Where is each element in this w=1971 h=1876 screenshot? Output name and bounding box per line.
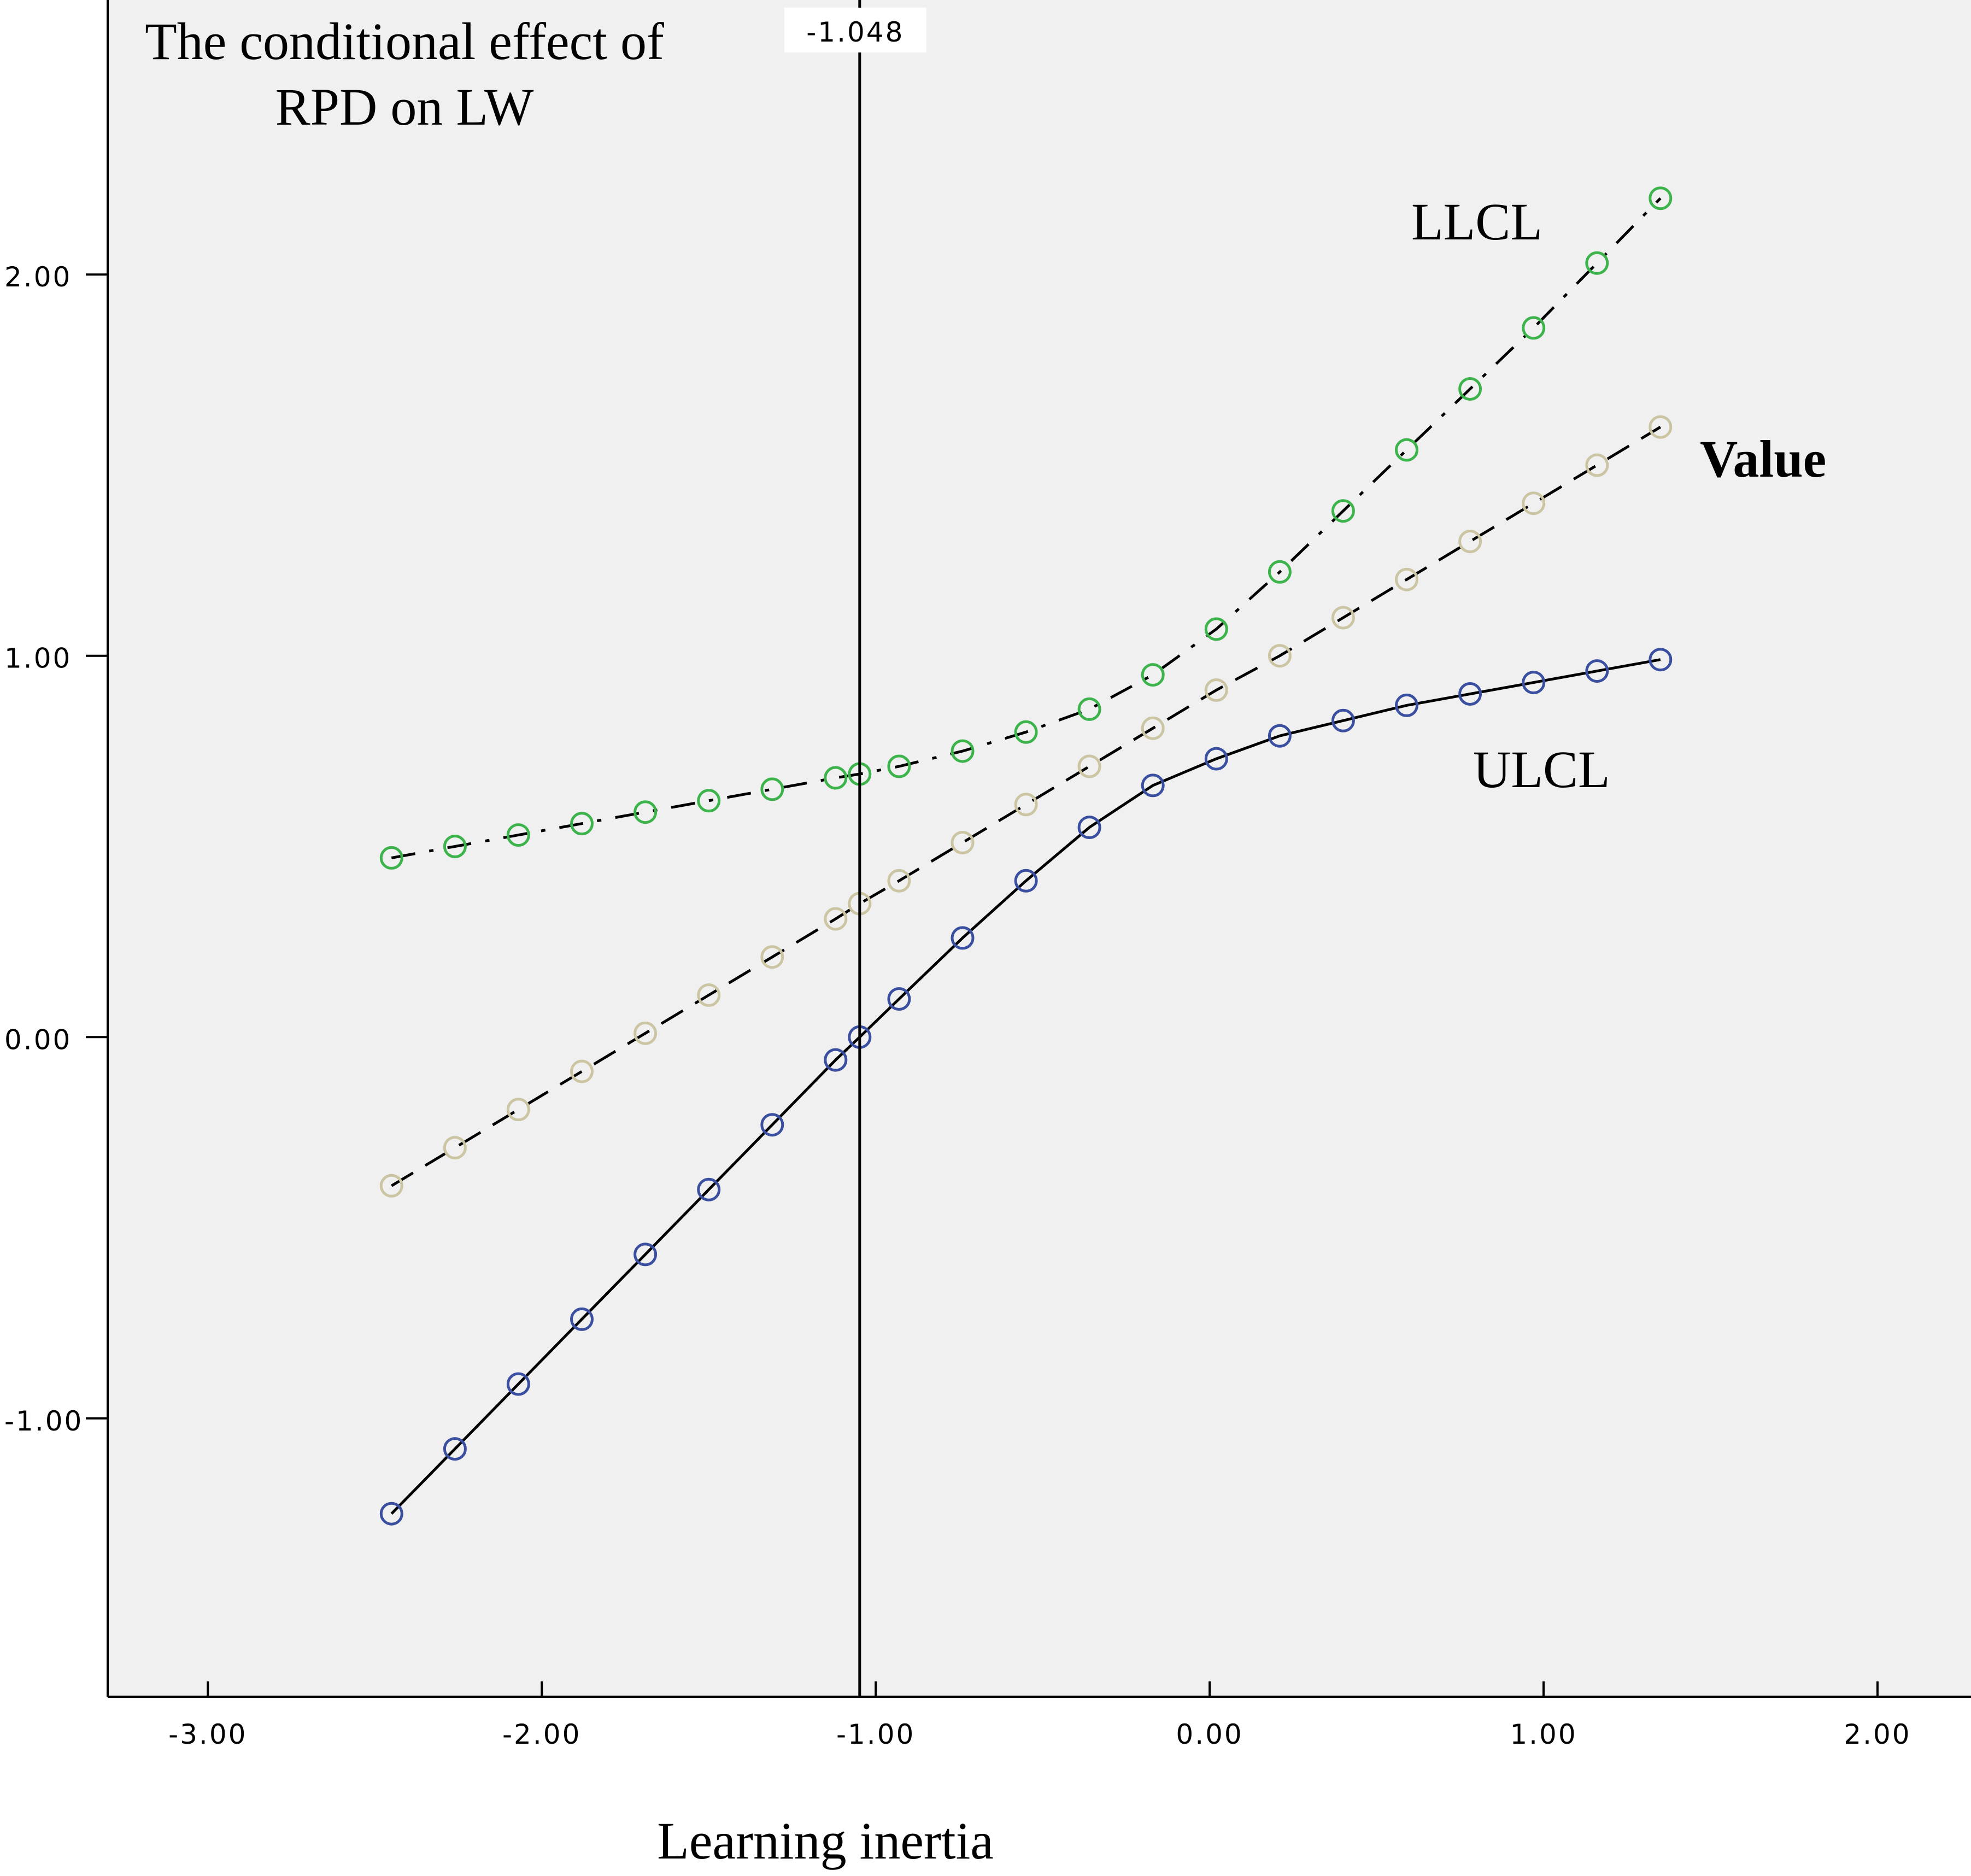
- data-point-llcl: [443, 835, 467, 858]
- data-point-llcl: [633, 800, 658, 824]
- data-point-ulcl: [760, 1113, 784, 1137]
- data-point-ulcl: [697, 1177, 721, 1201]
- data-point-ulcl: [1458, 682, 1482, 706]
- data-point-ulcl: [824, 1048, 848, 1072]
- series-line-value: [391, 426, 1662, 1187]
- data-point-value: [1522, 491, 1546, 515]
- reference-line-label-box: [784, 8, 926, 52]
- data-point-value: [1458, 530, 1482, 553]
- data-point-ulcl: [951, 926, 975, 950]
- data-point-llcl: [697, 789, 721, 813]
- series-layer: [390, 197, 1662, 1515]
- data-point-llcl: [1458, 377, 1482, 401]
- reference-line-label: -1.048: [806, 16, 904, 48]
- data-point-ulcl: [1077, 816, 1101, 840]
- data-point-value: [506, 1098, 530, 1122]
- data-point-llcl: [1331, 499, 1355, 523]
- y-tick-label: 2.00: [4, 261, 72, 293]
- data-point-value: [1649, 415, 1673, 439]
- x-tick-label: 1.00: [1510, 1719, 1577, 1750]
- y-tick-label: -1.00: [4, 1405, 83, 1437]
- x-tick-label: 0.00: [1176, 1719, 1243, 1750]
- data-point-llcl: [1522, 316, 1546, 340]
- data-point-ulcl: [1395, 693, 1418, 717]
- series-label-ulcl: ULCL: [1473, 740, 1610, 799]
- data-point-ulcl: [1522, 671, 1546, 695]
- reference-line-group: -1.048: [784, 0, 926, 1697]
- data-point-ulcl: [506, 1372, 530, 1396]
- data-point-ulcl: [1649, 648, 1673, 672]
- data-point-value: [570, 1059, 594, 1083]
- chart-title-line-1: The conditional effect of: [145, 12, 664, 71]
- data-point-llcl: [1141, 663, 1165, 687]
- data-point-llcl: [1014, 720, 1038, 744]
- data-point-value: [1141, 716, 1165, 740]
- data-point-llcl: [951, 739, 975, 763]
- x-axis-title: Learning inertia: [657, 1811, 994, 1870]
- data-point-value: [1077, 754, 1101, 778]
- data-point-value: [760, 945, 784, 969]
- data-point-value: [633, 1021, 658, 1045]
- data-point-ulcl: [1331, 708, 1355, 732]
- data-point-value: [1014, 793, 1038, 817]
- series-line-ulcl: [390, 658, 1661, 1515]
- data-point-value: [1268, 644, 1292, 668]
- plot-area: [108, 0, 1971, 1697]
- axes-layer: -3.00 -2.00 -1.00 0.00 1.00 2.00 -1.00 0.00 1.00…: [4, 261, 1911, 1750]
- chart-title-line-2: RPD on LW: [275, 78, 534, 136]
- data-point-llcl: [760, 777, 784, 801]
- data-point-ulcl: [1585, 659, 1609, 683]
- data-point-value: [1395, 567, 1418, 591]
- data-point-llcl: [824, 766, 848, 790]
- data-point-llcl: [887, 754, 911, 778]
- data-point-ulcl: [1014, 869, 1038, 893]
- x-tick-label: 2.00: [1844, 1719, 1911, 1750]
- data-point-llcl: [379, 846, 403, 870]
- data-point-value: [1585, 453, 1609, 477]
- data-point-ulcl: [570, 1307, 594, 1331]
- data-point-value: [887, 869, 911, 893]
- data-point-value: [1331, 606, 1355, 630]
- data-point-ulcl: [443, 1437, 467, 1461]
- data-point-llcl: [1395, 438, 1418, 462]
- data-point-llcl: [1077, 697, 1101, 721]
- data-point-llcl: [1268, 560, 1292, 584]
- data-point-value: [824, 907, 848, 931]
- data-point-llcl: [1649, 186, 1673, 210]
- data-point-llcl: [1204, 617, 1228, 641]
- data-point-llcl: [506, 823, 530, 847]
- data-point-ulcl: [1141, 773, 1165, 798]
- x-tick-label: -3.00: [168, 1719, 247, 1750]
- data-point-ulcl: [379, 1502, 403, 1526]
- data-point-ulcl: [633, 1242, 658, 1267]
- y-tick-label: 0.00: [4, 1024, 72, 1056]
- data-point-value: [379, 1174, 403, 1198]
- data-point-value: [951, 831, 975, 854]
- series-label-value: Value: [1700, 430, 1826, 488]
- data-point-llcl: [1585, 251, 1609, 275]
- data-point-llcl: [570, 812, 594, 836]
- y-tick-label: 1.00: [4, 643, 72, 675]
- marker-layer: [379, 186, 1673, 1526]
- data-point-value: [1204, 678, 1228, 702]
- x-tick-label: -2.00: [502, 1719, 581, 1750]
- data-point-value: [697, 983, 721, 1007]
- data-point-ulcl: [1204, 747, 1228, 771]
- data-point-ulcl: [1268, 724, 1292, 748]
- x-tick-label: -1.00: [836, 1719, 915, 1750]
- data-point-ulcl: [887, 987, 911, 1011]
- data-point-value: [443, 1136, 467, 1160]
- series-label-llcl: LLCL: [1411, 192, 1542, 251]
